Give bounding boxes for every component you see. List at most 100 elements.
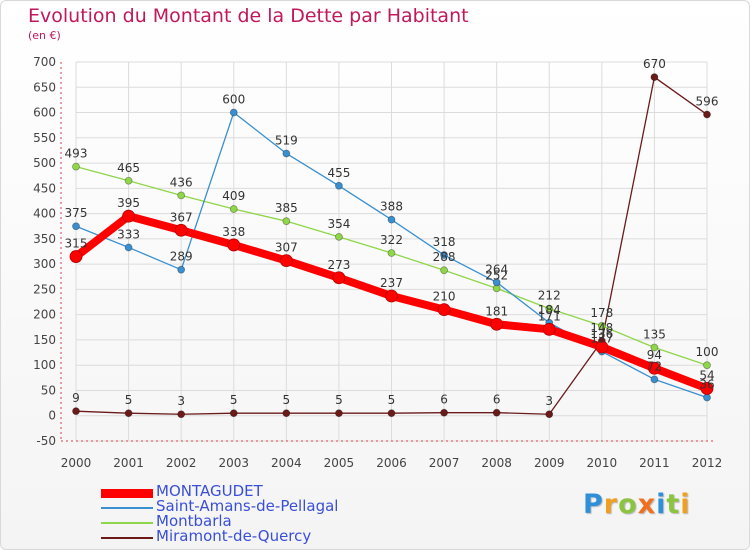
data-label: 264: [485, 262, 508, 276]
data-label: 318: [433, 235, 456, 249]
data-label: 465: [117, 161, 140, 175]
data-label: 3: [545, 394, 553, 408]
data-label: 184: [538, 303, 561, 317]
data-label: 5: [388, 393, 396, 407]
data-label: 600: [222, 93, 245, 107]
data-label: 212: [538, 289, 561, 303]
data-label: 94: [647, 348, 662, 362]
data-label: 127: [590, 332, 613, 346]
data-label: 338: [222, 225, 245, 239]
data-point: [387, 215, 396, 224]
data-label: 409: [222, 189, 245, 203]
data-point: [545, 410, 554, 419]
y-tick-label: 400: [33, 207, 56, 221]
data-point: [650, 343, 659, 352]
data-label: 6: [493, 393, 501, 407]
logo-letter: i: [656, 489, 667, 520]
proxiti-logo: Proxiti: [583, 489, 691, 520]
data-point: [335, 232, 343, 241]
data-point: [700, 382, 714, 395]
data-label: 5: [335, 393, 343, 407]
data-point: [177, 410, 186, 419]
data-label: 181: [485, 304, 508, 318]
data-point: [124, 409, 133, 418]
legend-label: Miramont-de-Quercy: [156, 527, 312, 545]
data-point: [335, 181, 343, 190]
legend-swatch: [101, 522, 153, 524]
y-tick-label: 700: [33, 55, 56, 69]
data-point: [229, 205, 238, 213]
data-point: [650, 375, 659, 384]
data-label: 178: [590, 306, 613, 320]
data-point: [440, 266, 448, 275]
data-label: 519: [275, 133, 298, 147]
data-label: 100: [696, 345, 719, 359]
y-tick-label: 250: [33, 282, 56, 296]
data-label: 171: [538, 309, 561, 323]
data-label: 395: [117, 196, 140, 210]
data-point: [545, 304, 554, 313]
y-tick-label: 500: [33, 156, 56, 170]
y-tick-label: 650: [33, 80, 56, 94]
data-label: 322: [380, 233, 403, 247]
data-point: [703, 393, 711, 402]
data-point: [387, 249, 396, 257]
data-point: [648, 361, 661, 375]
data-label: 5: [230, 393, 238, 407]
data-label: 36: [699, 378, 714, 392]
data-point: [282, 217, 291, 226]
data-point: [703, 361, 711, 370]
data-label: 252: [485, 268, 508, 282]
x-tick-label: 2003: [218, 456, 249, 470]
data-label: 333: [117, 227, 140, 241]
y-tick-label: 0: [48, 409, 56, 423]
logo-letter: P: [583, 489, 604, 520]
logo-letter: x: [637, 489, 657, 520]
data-point: [595, 340, 609, 354]
legend-swatch: [101, 537, 153, 539]
data-point: [124, 176, 133, 185]
data-label: 136: [590, 327, 613, 341]
chart-title: Evolution du Montant de la Dette par Hab…: [28, 5, 469, 27]
data-point: [72, 407, 80, 416]
data-point: [72, 162, 80, 171]
data-label: 288: [433, 250, 456, 264]
y-tick-label: 200: [33, 308, 56, 322]
legend-label: MONTAGUDET: [156, 482, 263, 500]
legend-label: Montbarla: [156, 512, 232, 530]
data-point: [703, 110, 711, 119]
y-tick-label: 150: [33, 333, 56, 347]
data-label: 596: [696, 95, 719, 109]
x-tick-label: 2007: [429, 456, 460, 470]
y-tick-label: -50: [36, 434, 56, 448]
data-label: 54: [699, 368, 714, 382]
data-label: 388: [380, 200, 403, 214]
data-label: 436: [170, 175, 193, 189]
data-label: 375: [65, 206, 88, 220]
x-tick-label: 2002: [166, 456, 197, 470]
data-point: [490, 317, 504, 331]
data-point: [122, 209, 135, 223]
logo-letter: o: [618, 489, 638, 520]
data-point: [282, 409, 291, 418]
x-tick-label: 2001: [113, 456, 144, 470]
data-point: [69, 250, 83, 263]
data-point: [542, 322, 556, 336]
data-label: 5: [283, 393, 291, 407]
data-label: 5: [125, 393, 133, 407]
data-label: 135: [643, 328, 666, 342]
logo-letter: i: [680, 489, 691, 520]
y-tick-label: 300: [33, 257, 56, 271]
data-point: [72, 222, 80, 231]
data-point: [440, 251, 448, 259]
data-label: 493: [65, 147, 88, 161]
data-label: 9: [72, 391, 80, 405]
x-tick-label: 2010: [587, 456, 618, 470]
data-label: 237: [380, 276, 403, 290]
data-point: [229, 108, 238, 117]
y-tick-label: 450: [33, 181, 56, 195]
data-point: [650, 73, 659, 82]
legend-label: Saint-Amans-de-Pellagal: [156, 497, 339, 515]
